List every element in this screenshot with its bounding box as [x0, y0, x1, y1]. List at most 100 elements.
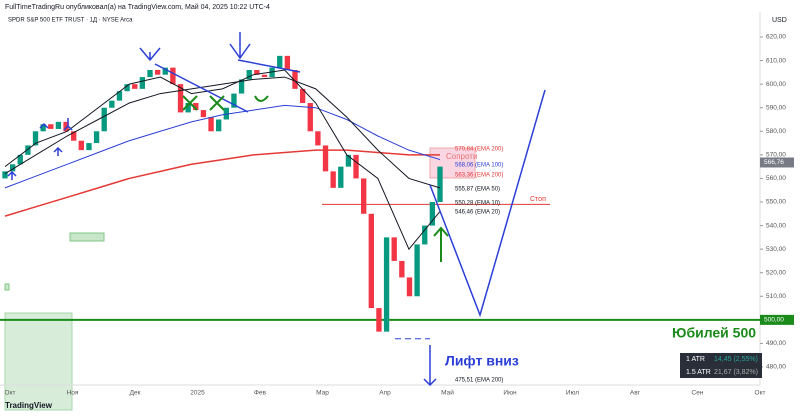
candle-body [147, 70, 153, 78]
level-label: Стоп [530, 196, 546, 203]
candle-body [368, 213, 374, 309]
candle-body [55, 121, 62, 129]
header: FullTimeTradingRu опубликовал(а) на Trad… [5, 3, 270, 11]
candle-body [299, 88, 306, 103]
candle-body [48, 124, 54, 129]
ema-label: 546,46 (EMA 20) [455, 210, 500, 216]
candle-body [208, 117, 214, 132]
arrow [7, 118, 73, 180]
x-tick-label: Апр [379, 390, 391, 397]
ema-line [4, 76, 441, 189]
candle-body [383, 237, 390, 332]
y-tick-label: 550,00 [766, 199, 786, 206]
trend-line [154, 63, 249, 113]
candle-body [391, 237, 397, 261]
y-tick-label: 510,00 [766, 293, 786, 300]
y-tick-label: 520,00 [766, 269, 786, 276]
candle-body [254, 70, 260, 75]
x-tick-label: Окт [755, 390, 766, 397]
candle-body [216, 119, 222, 132]
annotation: Лифт вниз [445, 353, 519, 369]
candle-body [25, 145, 31, 155]
ema-label: 568,06 (EMA 100) [455, 163, 503, 169]
x-tick-label: Фев [254, 390, 267, 397]
x-tick-label: Июл [566, 390, 579, 397]
zone [69, 232, 105, 242]
candle-body [9, 164, 16, 172]
y-tick-label: 600,00 [766, 81, 786, 88]
candle-body [307, 103, 313, 132]
candle-body [63, 121, 69, 132]
ema-label: 550,28 (EMA 10) [455, 201, 500, 207]
projection [429, 89, 546, 318]
x-tick-label: Дек [130, 390, 141, 397]
x-tick-label: Май [441, 389, 454, 397]
atr-table [680, 353, 762, 378]
candle-body [345, 154, 352, 167]
ema-line [4, 104, 441, 189]
marks [182, 95, 269, 111]
price-tag [760, 157, 794, 168]
candle-body [154, 70, 161, 75]
candle-body [2, 171, 8, 179]
atr-label: 1.5 ATR [686, 369, 711, 376]
candle-body [238, 79, 245, 94]
resistance-label: Сопроти [446, 152, 477, 161]
x-tick-label: Сен [692, 390, 704, 397]
candle-body [200, 110, 207, 118]
atr-label: 1 ATR [686, 356, 705, 363]
arrow [423, 345, 437, 387]
candle-body [40, 124, 46, 132]
candle-body [32, 131, 39, 146]
ema-label: 555,87 (EMA 50) [455, 187, 500, 193]
candle-body [162, 67, 168, 75]
candle-body [284, 55, 291, 70]
candle-body [231, 93, 237, 108]
annotation: Юбилей 500 [672, 325, 756, 341]
candle-body [185, 103, 191, 113]
y-tick-label: 590,00 [766, 104, 786, 111]
candle-body [246, 70, 252, 80]
candle-body [109, 100, 115, 108]
ema-line [4, 69, 441, 251]
candle-body [124, 84, 130, 92]
y-tick-label: 560,00 [766, 175, 786, 182]
candle-body [338, 166, 344, 188]
x-tick-label: Ноя [67, 390, 79, 397]
zone [4, 312, 73, 411]
trend-line [237, 59, 301, 73]
candle-body [139, 77, 146, 89]
price-tag-label: 500,00 [764, 317, 784, 324]
currency: USD [772, 17, 787, 24]
ema-label: 563,36 (EMA 200) [455, 173, 503, 179]
atr-value: 21,67 (3,82%) [714, 369, 758, 376]
ema-line [4, 149, 440, 217]
candle-body [322, 145, 329, 172]
candle-body [315, 131, 321, 146]
candle-body [376, 308, 382, 332]
candle-body [101, 107, 107, 132]
plot: 620,00 610,00 600,00 590,00 580,00 570,00 560,… [0, 12, 794, 397]
x-tick-label: Авг [630, 390, 641, 397]
candle-body [399, 260, 405, 278]
price-tag-label: 566,76 [764, 159, 784, 166]
candle-body [93, 131, 100, 144]
candle-body [422, 225, 428, 245]
candle-body [437, 166, 443, 202]
candle-body [261, 74, 268, 78]
x-tick-label: Окт [5, 390, 16, 397]
y-tick-label: 540,00 [766, 222, 786, 229]
candle-body [17, 154, 23, 165]
candle-body [116, 91, 123, 101]
candle-body [277, 55, 283, 68]
arrow [139, 47, 161, 62]
y-tick-label: 620,00 [766, 34, 786, 41]
candle-body [193, 103, 199, 111]
y-tick-label: 530,00 [766, 246, 786, 253]
candle-body [414, 244, 420, 297]
atr-value: 14,45 (2,55%) [714, 356, 758, 363]
candle-body [86, 143, 92, 151]
arrow [229, 32, 251, 60]
